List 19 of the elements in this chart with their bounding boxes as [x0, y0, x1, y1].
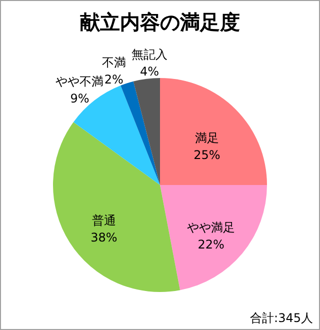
data-label: 4% [140, 64, 160, 78]
data-label: 22% [198, 237, 224, 252]
slice-label: 不満 [102, 55, 126, 70]
data-label: 25% [194, 148, 220, 162]
slice-label: 無記入 [131, 47, 168, 62]
pie-slice [53, 122, 180, 292]
text: 合計:345人 [250, 311, 313, 325]
pie-slice [160, 78, 267, 185]
slice-label: やや満足 [187, 220, 236, 234]
pie-slice [73, 86, 160, 185]
chart-title: 献立内容の満足度 [80, 10, 240, 34]
pie-slice [160, 185, 267, 290]
data-label: 2% [104, 72, 124, 86]
slice-label: 満足 [194, 131, 219, 146]
slice-label: やや不満 [56, 74, 104, 88]
data-label: 38% [90, 230, 118, 245]
data-label: 9% [70, 91, 90, 106]
pie-slice [133, 78, 160, 185]
slice-label: 普通 [92, 214, 116, 228]
